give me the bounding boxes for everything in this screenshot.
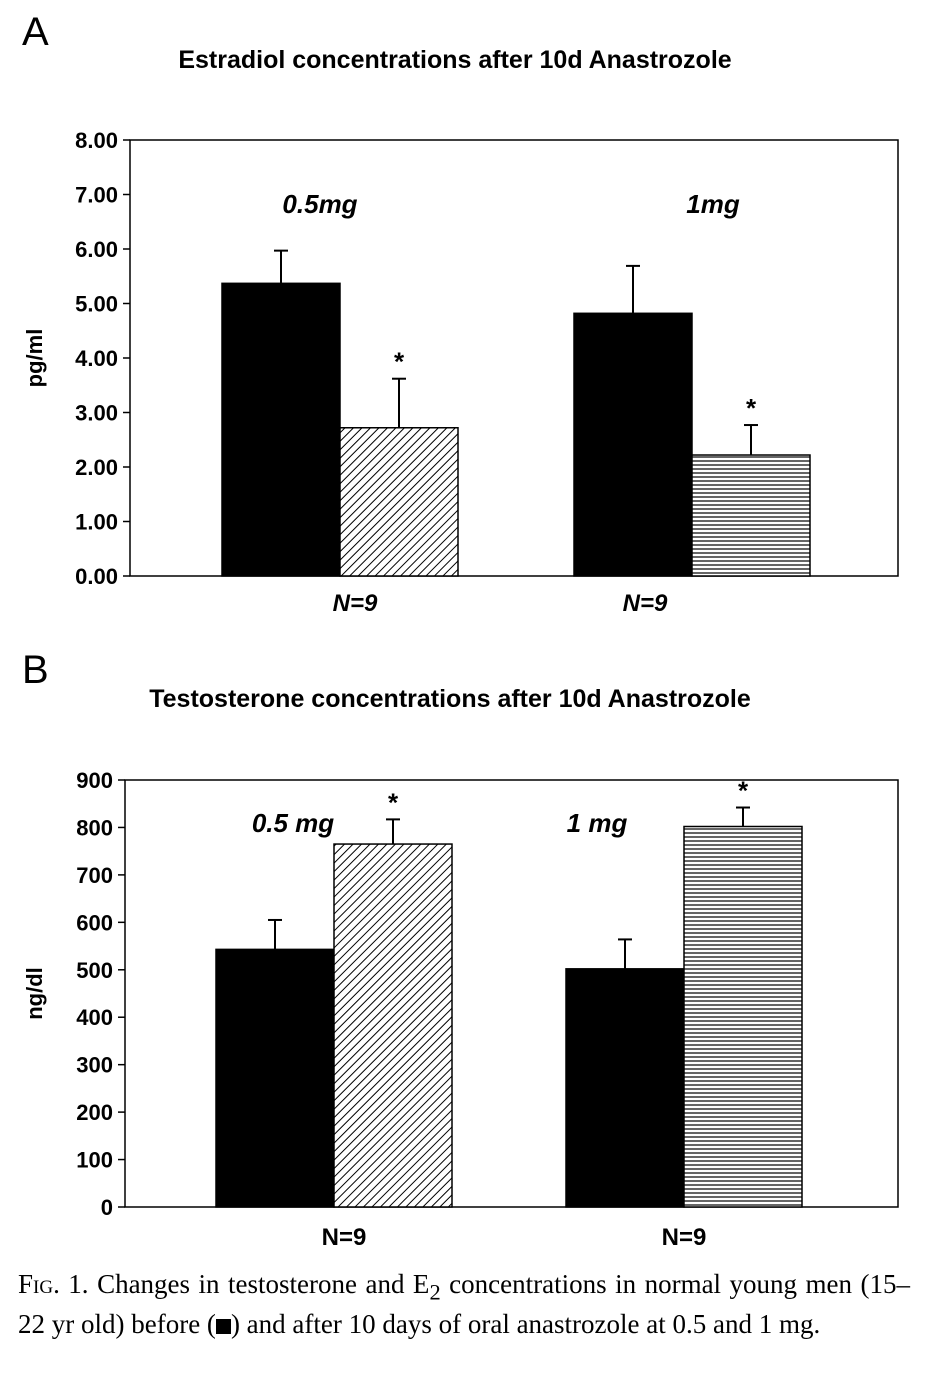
dose-label: 1mg <box>686 189 740 219</box>
significance-marker: * <box>394 347 405 377</box>
panel-letter: B <box>22 648 49 692</box>
y-tick-label: 0.00 <box>75 564 118 589</box>
figure-caption: Fig. 1. Changes in testosterone and E2 c… <box>18 1268 910 1340</box>
bar <box>691 454 811 577</box>
panel-b: B Testosterone concentrations after 10d A… <box>22 648 899 1251</box>
chart-title: Testosterone concentrations after 10d An… <box>149 685 751 713</box>
bar <box>339 427 459 577</box>
y-tick-label: 200 <box>76 1100 113 1125</box>
y-tick-label: 2.00 <box>75 455 118 480</box>
y-tick-label: 700 <box>76 863 113 888</box>
category-label: N=9 <box>662 1224 707 1251</box>
category-label: N=9 <box>623 590 668 617</box>
y-tick-label: 500 <box>76 958 113 983</box>
significance-marker: * <box>388 787 399 817</box>
dose-label: 0.5 mg <box>252 808 334 838</box>
plot-frame <box>124 779 899 1208</box>
y-tick-label: 100 <box>76 1148 113 1173</box>
dose-label: 0.5mg <box>282 189 357 219</box>
bar <box>221 282 341 577</box>
bar <box>565 968 685 1208</box>
bar <box>573 312 693 577</box>
significance-marker: * <box>746 393 757 423</box>
panel-a: A Estradiol concentrations after 10d Anas… <box>22 10 899 617</box>
y-tick-label: 600 <box>76 910 113 935</box>
black-square-symbol <box>215 1319 231 1335</box>
y-tick-label: 7.00 <box>75 183 118 208</box>
y-tick-label: 300 <box>76 1053 113 1078</box>
bar <box>683 825 803 1208</box>
y-tick-label: 900 <box>76 768 113 793</box>
y-axis-label: pg/ml <box>22 329 47 388</box>
y-tick-label: 3.00 <box>75 401 118 426</box>
y-tick-label: 4.00 <box>75 346 118 371</box>
y-tick-label: 8.00 <box>75 128 118 153</box>
caption-text-3: ) and after 10 days of oral anastrozole … <box>230 1309 821 1340</box>
y-tick-label: 0 <box>101 1195 113 1220</box>
caption-subscript: 2 <box>429 1279 441 1305</box>
y-tick-label: 800 <box>76 815 113 840</box>
dose-label: 1 mg <box>567 808 628 838</box>
y-tick-label: 5.00 <box>75 292 118 317</box>
y-tick-label: 400 <box>76 1005 113 1030</box>
significance-marker: * <box>738 776 749 806</box>
caption-text-2: concentrations in normal young men (15–2… <box>18 1269 910 1340</box>
bar <box>333 843 453 1208</box>
category-label: N=9 <box>322 1224 367 1251</box>
y-tick-label: 1.00 <box>75 510 118 535</box>
panel-letter: A <box>22 10 49 54</box>
bar <box>215 948 335 1208</box>
chart-title: Estradiol concentrations after 10d Anast… <box>178 46 731 74</box>
y-tick-label: 6.00 <box>75 237 118 262</box>
category-label: N=9 <box>333 590 378 617</box>
y-axis-label: ng/dl <box>22 967 47 1020</box>
caption-text-1: Changes in testosterone and E <box>97 1269 430 1299</box>
caption-fig-label: Fig. 1. <box>18 1269 89 1299</box>
